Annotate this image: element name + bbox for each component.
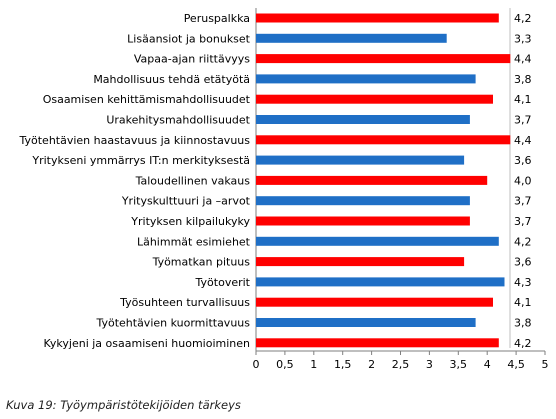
category-label: Työtoverit	[195, 276, 251, 289]
data-label: 4,2	[514, 235, 532, 248]
category-label: Osaamisen kehittämismahdollisuudet	[43, 93, 251, 106]
bar	[256, 297, 493, 307]
bar	[256, 33, 447, 43]
data-label: 4,1	[514, 296, 532, 309]
bar	[256, 338, 499, 348]
data-label: 3,8	[514, 317, 532, 330]
data-label: 3,8	[514, 73, 532, 86]
category-label: Yrityskulttuuri ja –arvot	[121, 195, 251, 208]
category-label: Urakehitysmahdollisuudet	[106, 114, 250, 127]
x-tick-label: 3	[426, 358, 433, 371]
data-label: 4,0	[514, 174, 532, 187]
bar	[256, 196, 470, 206]
bar	[256, 135, 511, 145]
data-label: 3,6	[514, 154, 532, 167]
x-tick-label: 0	[253, 358, 260, 371]
category-label: Mahdollisuus tehdä etätyötä	[93, 73, 250, 86]
data-label: 4,1	[514, 93, 532, 106]
category-label: Taloudellinen vakaus	[135, 174, 251, 187]
data-label: 4,4	[514, 53, 532, 66]
figure-caption: Kuva 19: Työympäristötekijöiden tärkeys	[6, 398, 241, 412]
data-label: 3,3	[514, 32, 532, 45]
bar	[256, 236, 499, 246]
category-label: Vapaa-ajan riittävyys	[134, 53, 250, 66]
chart: Peruspalkka 4,2 Lisäansiot ja bonukset 3,3 V…	[19, 8, 549, 371]
bar	[256, 318, 476, 327]
category-label: Työmatkan pituus	[152, 256, 251, 269]
bar	[256, 94, 493, 104]
bar	[256, 216, 470, 226]
bar	[256, 155, 465, 165]
data-label: 3,6	[514, 256, 532, 269]
data-label: 4,2	[514, 337, 532, 350]
x-tick-label: 1,5	[334, 358, 352, 371]
category-label: Työsuhteen turvallisuus	[119, 296, 250, 309]
x-tick-label: 1	[310, 358, 317, 371]
bar-chart: Peruspalkka 4,2 Lisäansiot ja bonukset 3,3 V…	[19, 8, 549, 371]
x-tick-label: 3,5	[450, 358, 468, 371]
category-label: Yrityksen kilpailukyky	[130, 215, 250, 228]
bar	[256, 13, 499, 23]
x-tick-label: 2	[368, 358, 375, 371]
bar	[256, 74, 476, 84]
data-label: 4,3	[514, 276, 532, 289]
x-tick-label: 0,5	[276, 358, 294, 371]
bar	[256, 54, 511, 64]
data-label: 4,2	[514, 12, 532, 25]
bar	[256, 257, 465, 267]
data-label: 4,4	[514, 134, 532, 147]
category-label: Kykyjeni ja osaamiseni huomioiminen	[43, 337, 250, 350]
data-label: 3,7	[514, 195, 532, 208]
data-label: 3,7	[514, 114, 532, 127]
category-label: Lähimmät esimiehet	[137, 235, 251, 248]
category-label: Lisäansiot ja bonukset	[127, 32, 251, 45]
x-tick-label: 4,5	[507, 358, 525, 371]
x-tick-label: 4	[484, 358, 491, 371]
category-label: Työtehtävien kuormittavuus	[95, 317, 250, 330]
data-label: 3,7	[514, 215, 532, 228]
x-tick-label: 2,5	[392, 358, 410, 371]
category-label: Yritykseni ymmärrys IT:n merkityksestä	[31, 154, 250, 167]
bar	[256, 277, 505, 287]
x-tick-label: 5	[542, 358, 549, 371]
category-label: Työtehtävien haastavuus ja kiinnostavuus	[19, 134, 251, 147]
bar	[256, 175, 488, 185]
category-label: Peruspalkka	[184, 12, 250, 25]
bar	[256, 115, 470, 124]
